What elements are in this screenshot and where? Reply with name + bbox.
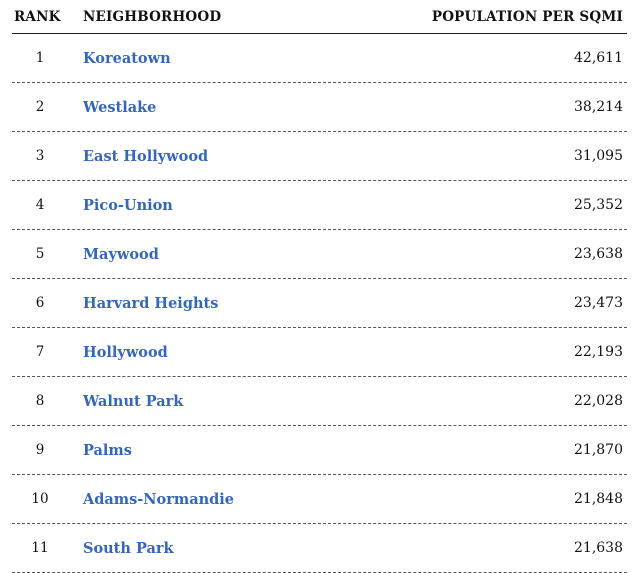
neighborhood-link[interactable]: East Hollywood bbox=[83, 147, 209, 165]
header-neighborhood: NEIGHBORHOOD bbox=[83, 8, 222, 25]
table-row: 2 Westlake 38,214 bbox=[12, 83, 627, 132]
table-row: 4 Pico-Union 25,352 bbox=[12, 181, 627, 230]
neighborhood-link[interactable]: Pico-Union bbox=[83, 196, 173, 214]
neighborhood-link[interactable]: Hollywood bbox=[83, 343, 168, 361]
row-rank: 1 bbox=[35, 50, 45, 66]
row-population: 23,473 bbox=[574, 295, 623, 311]
table-row: 10 Adams-Normandie 21,848 bbox=[12, 475, 627, 524]
row-population: 22,028 bbox=[574, 393, 623, 409]
row-rank: 7 bbox=[35, 344, 45, 360]
table-row: 5 Maywood 23,638 bbox=[12, 230, 627, 279]
row-population: 21,638 bbox=[574, 540, 623, 556]
table-row: 1 Koreatown 42,611 bbox=[12, 34, 627, 83]
table-row: 7 Hollywood 22,193 bbox=[12, 328, 627, 377]
row-rank: 2 bbox=[35, 99, 45, 115]
table-header: RANK NEIGHBORHOOD POPULATION PER SQMI bbox=[12, 0, 627, 34]
row-rank: 4 bbox=[35, 197, 45, 213]
row-population: 38,214 bbox=[574, 99, 623, 115]
density-table: RANK NEIGHBORHOOD POPULATION PER SQMI 1 … bbox=[12, 0, 627, 573]
row-population: 42,611 bbox=[574, 50, 623, 66]
table-row: 9 Palms 21,870 bbox=[12, 426, 627, 475]
row-rank: 11 bbox=[31, 540, 49, 556]
row-population: 21,870 bbox=[574, 442, 623, 458]
neighborhood-link[interactable]: Westlake bbox=[83, 98, 157, 116]
neighborhood-link[interactable]: Harvard Heights bbox=[83, 294, 219, 312]
table-row: 8 Walnut Park 22,028 bbox=[12, 377, 627, 426]
table-row: 6 Harvard Heights 23,473 bbox=[12, 279, 627, 328]
row-population: 22,193 bbox=[574, 344, 623, 360]
header-rank: RANK bbox=[14, 8, 61, 25]
row-rank: 8 bbox=[35, 393, 45, 409]
row-population: 23,638 bbox=[574, 246, 623, 262]
row-rank: 10 bbox=[31, 491, 49, 507]
table-row: 3 East Hollywood 31,095 bbox=[12, 132, 627, 181]
neighborhood-link[interactable]: Koreatown bbox=[83, 49, 171, 67]
header-population: POPULATION PER SQMI bbox=[431, 8, 623, 25]
table-row: 11 South Park 21,638 bbox=[12, 524, 627, 573]
neighborhood-link[interactable]: Palms bbox=[83, 441, 132, 459]
neighborhood-link[interactable]: South Park bbox=[83, 539, 174, 557]
row-rank: 5 bbox=[35, 246, 45, 262]
row-population: 31,095 bbox=[574, 148, 623, 164]
row-rank: 9 bbox=[35, 442, 45, 458]
row-rank: 3 bbox=[35, 148, 45, 164]
row-population: 21,848 bbox=[574, 491, 623, 507]
neighborhood-link[interactable]: Maywood bbox=[83, 245, 159, 263]
neighborhood-link[interactable]: Walnut Park bbox=[83, 392, 184, 410]
row-rank: 6 bbox=[35, 295, 45, 311]
row-population: 25,352 bbox=[574, 197, 623, 213]
neighborhood-link[interactable]: Adams-Normandie bbox=[83, 490, 235, 508]
